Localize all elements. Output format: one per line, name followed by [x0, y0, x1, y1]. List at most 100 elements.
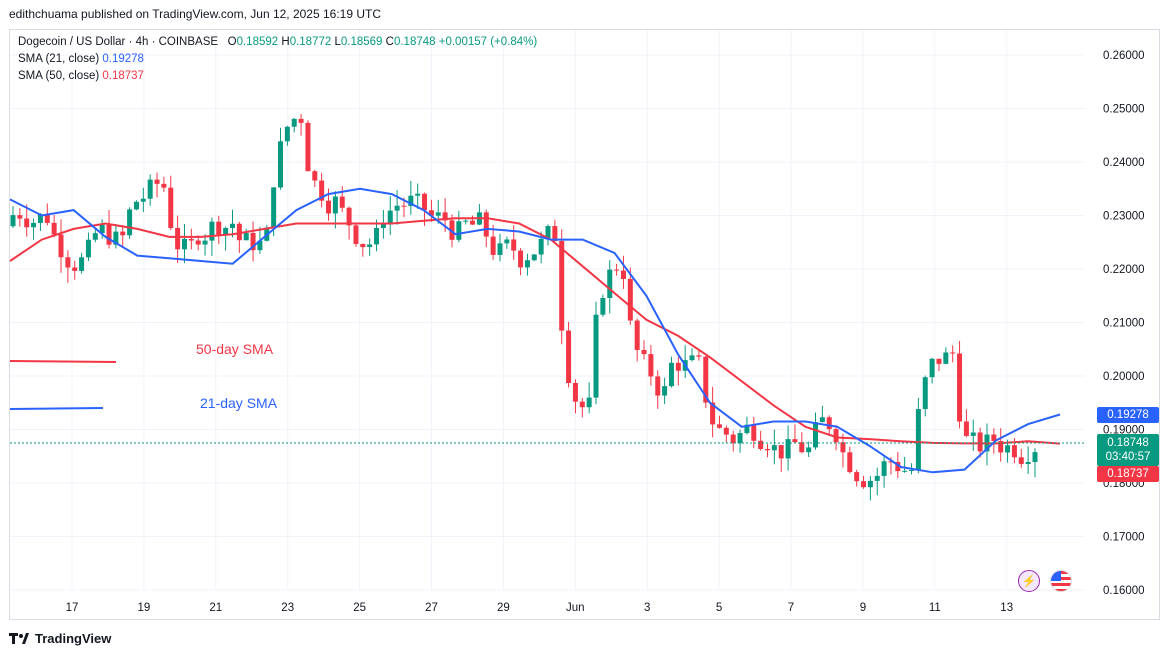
- x-tick-label: 17: [66, 602, 79, 614]
- y-tick-label: 0.17000: [1103, 532, 1145, 544]
- candle-body: [696, 355, 702, 357]
- candle-body: [936, 358, 942, 364]
- y-tick-label: 0.25000: [1103, 104, 1145, 116]
- candle-body: [271, 187, 277, 228]
- candle-body: [703, 356, 709, 403]
- candle-body: [312, 171, 318, 181]
- sma21-value: 0.19278: [102, 53, 144, 65]
- y-tick-label: 0.23000: [1103, 211, 1145, 223]
- candle-body: [209, 221, 215, 241]
- candle-body: [716, 424, 722, 428]
- candle-body: [394, 205, 400, 211]
- candle-body: [10, 215, 16, 227]
- y-tick-label: 0.20000: [1103, 371, 1145, 383]
- candle-body: [380, 224, 386, 229]
- candle-body: [175, 227, 181, 250]
- candle-body: [99, 224, 105, 234]
- candle-body: [106, 224, 112, 245]
- candle-body: [607, 269, 613, 298]
- tradingview-logo[interactable]: TradingView: [9, 631, 111, 646]
- candle-body: [744, 424, 750, 434]
- candle-body: [737, 433, 743, 444]
- candle-body: [943, 352, 949, 364]
- y-tick-label: 0.26000: [1103, 50, 1145, 62]
- candle-body: [188, 238, 194, 241]
- y-tick-label: 0.21000: [1103, 318, 1145, 330]
- y-tick-label: 0.16000: [1103, 585, 1145, 597]
- candle-body: [408, 195, 414, 206]
- chart-frame[interactable]: [9, 29, 1160, 620]
- candle-body: [1018, 457, 1024, 464]
- candle-body: [806, 447, 812, 453]
- x-tick-label: 29: [497, 602, 510, 614]
- candle-body: [915, 409, 921, 470]
- candle-body: [764, 449, 770, 451]
- candle-body: [168, 187, 174, 228]
- candle-body: [24, 218, 30, 228]
- x-tick-label: 19: [138, 602, 151, 614]
- candlesticks: [10, 114, 1038, 501]
- candle-body: [147, 179, 153, 199]
- candle-body: [319, 180, 325, 201]
- sma50-label: SMA (50, close): [18, 70, 100, 82]
- candle-body: [346, 207, 352, 226]
- candle-body: [127, 209, 133, 236]
- sma50-line: [9, 217, 1061, 445]
- open-value: 0.18592: [236, 36, 279, 48]
- candle-body: [881, 461, 887, 476]
- candle-body: [195, 240, 201, 245]
- candle-body: [888, 461, 894, 463]
- candle-body: [367, 244, 373, 248]
- x-axis-labels: 17 19 21 23 25 27 29 Jun 3 5 7 9 11 13: [66, 602, 1013, 614]
- candle-body: [778, 445, 784, 459]
- candle-body: [909, 469, 915, 471]
- legend-symbol-row: Dogecoin / US Dollar · 4h · COINBASE O0.…: [18, 34, 537, 51]
- candle-body: [538, 238, 544, 255]
- publisher-line: edithchuama published on TradingView.com…: [9, 7, 382, 21]
- sma21-line: [9, 187, 1061, 474]
- candle-body: [970, 432, 976, 436]
- y-axis-labels: 0.26000 0.25000 0.24000 0.23000 0.22000 0.210…: [1103, 50, 1145, 597]
- candle-body: [854, 472, 860, 482]
- candle-body: [490, 236, 496, 255]
- candle-body: [133, 201, 139, 210]
- candle-body: [511, 239, 517, 251]
- change-value: +0.00157 (+0.84%): [438, 36, 538, 48]
- candle-body: [305, 122, 311, 172]
- candle-body: [620, 270, 626, 279]
- candle-body: [730, 434, 736, 444]
- sma50-price-tag: 0.18737: [1097, 466, 1159, 482]
- us-flag-icon[interactable]: [1050, 570, 1072, 592]
- candle-body: [79, 257, 85, 271]
- candle-body: [531, 254, 537, 261]
- high-value: 0.18772: [289, 36, 332, 48]
- candle-body: [641, 349, 647, 355]
- candle-body: [524, 260, 530, 268]
- candle-body: [518, 250, 524, 268]
- candle-body: [497, 243, 503, 255]
- candle-body: [929, 358, 935, 378]
- candle-body: [456, 221, 462, 240]
- candle-body: [593, 314, 599, 398]
- candle-body: [1025, 461, 1031, 464]
- candle-body: [449, 220, 455, 240]
- candle-body: [586, 397, 592, 408]
- y-tick-label: 0.19000: [1103, 425, 1145, 437]
- candle-body: [298, 118, 304, 123]
- chart-grid: [10, 30, 1085, 591]
- candle-body: [236, 223, 242, 241]
- candle-body: [353, 225, 359, 244]
- x-tick-label: 25: [353, 602, 366, 614]
- candle-body: [723, 427, 729, 435]
- candle-body: [161, 183, 167, 188]
- candle-body: [572, 382, 578, 402]
- x-tick-label: 11: [929, 602, 941, 614]
- candle-body: [600, 297, 606, 315]
- countdown-value: 03:40:57: [1105, 451, 1151, 463]
- candle-body: [37, 214, 43, 223]
- x-tick-label: 21: [209, 602, 222, 614]
- high-label: H: [281, 36, 290, 48]
- flash-icon[interactable]: ⚡: [1018, 570, 1040, 592]
- candle-body: [614, 269, 620, 271]
